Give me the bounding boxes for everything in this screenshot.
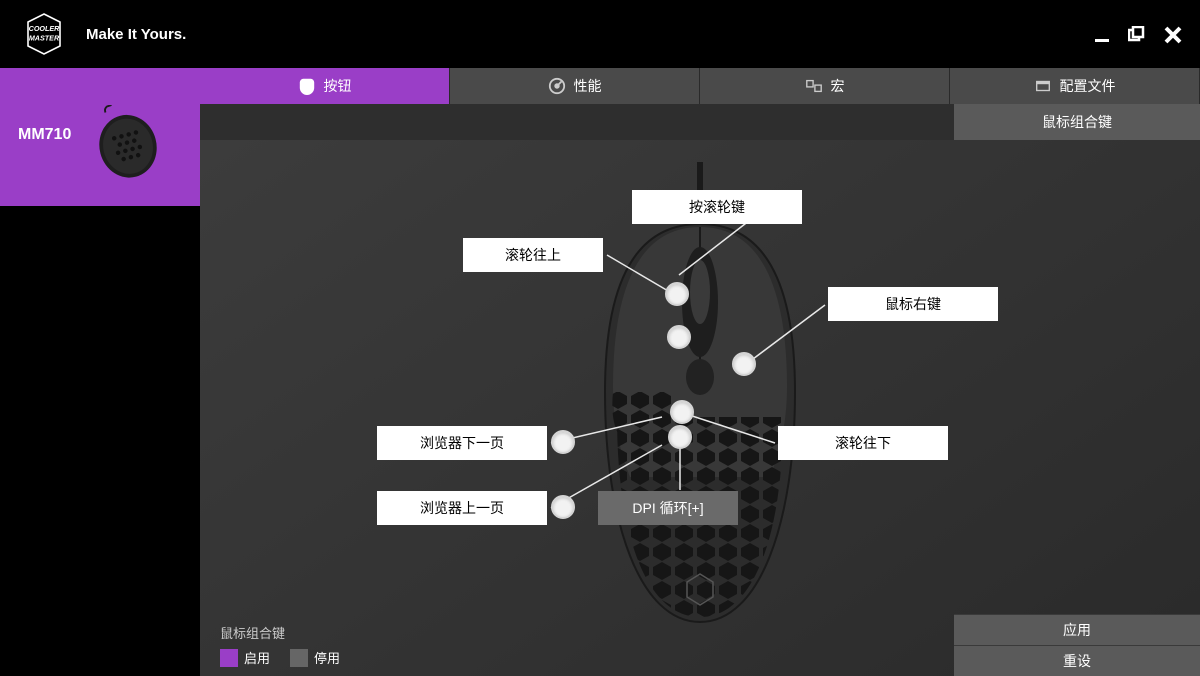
close-button[interactable]	[1164, 26, 1182, 50]
mouse-diagram	[585, 162, 815, 632]
window-controls	[1094, 26, 1182, 50]
callout-browser-back[interactable]: 浏览器上一页	[377, 491, 547, 525]
macro-icon	[805, 77, 823, 95]
dot	[551, 430, 575, 454]
callout-scroll-up[interactable]: 滚轮往上	[463, 238, 603, 272]
callout-label: DPI 循环[+]	[632, 498, 703, 518]
gauge-icon	[548, 77, 566, 95]
sidebar: MM710	[0, 68, 200, 676]
minimize-button[interactable]	[1094, 27, 1110, 50]
callout-scroll-down[interactable]: 滚轮往下	[778, 426, 948, 460]
tabs-row: 按钮 性能 宏 配置文件	[200, 68, 1200, 104]
svg-text:MASTER: MASTER	[29, 33, 60, 42]
mouse-thumb-icon	[73, 105, 168, 180]
tab-label: 宏	[831, 76, 845, 96]
title-bar: COOLER MASTER Make It Yours.	[0, 0, 1200, 68]
tab-label: 按钮	[324, 76, 352, 96]
tab-label: 配置文件	[1060, 76, 1116, 96]
callout-label: 浏览器下一页	[420, 433, 504, 453]
svg-text:COOLER: COOLER	[29, 24, 61, 33]
opt-label: 停用	[314, 648, 340, 667]
swatch-disable	[290, 649, 308, 667]
action-buttons: 应用 重设	[954, 614, 1200, 676]
callout-label: 鼠标右键	[885, 294, 941, 314]
tab-performance[interactable]: 性能	[450, 68, 700, 104]
cooler-master-logo: COOLER MASTER	[20, 10, 68, 58]
btn-label: 应用	[1063, 620, 1091, 640]
callout-scroll-click[interactable]: 按滚轮键	[632, 190, 802, 224]
combo-disable[interactable]: 停用	[290, 648, 340, 667]
tab-profiles[interactable]: 配置文件	[950, 68, 1200, 104]
callout-browser-forward[interactable]: 浏览器下一页	[377, 426, 547, 460]
tagline: Make It Yours.	[86, 26, 186, 43]
callout-label: 浏览器上一页	[420, 498, 504, 518]
callout-label: 按滚轮键	[689, 197, 745, 217]
tab-macro[interactable]: 宏	[700, 68, 950, 104]
opt-label: 启用	[244, 648, 270, 667]
combo-enable[interactable]: 启用	[220, 648, 270, 667]
tab-buttons[interactable]: 按钮	[200, 68, 450, 104]
tab-label: 性能	[574, 76, 602, 96]
subtab-mouse-combo[interactable]: 鼠标组合键	[954, 104, 1200, 140]
apply-button[interactable]: 应用	[954, 614, 1200, 645]
callout-label: 滚轮往下	[835, 433, 891, 453]
combo-section: 鼠标组合键 启用 停用	[220, 623, 340, 667]
bottom-bar: 鼠标组合键 启用 停用 应用	[200, 614, 1200, 676]
callout-right-click[interactable]: 鼠标右键	[828, 287, 998, 321]
canvas: 滚轮往上 按滚轮键 鼠标右键 浏览器下一页 浏览器上一页 滚轮往下 DPI 循环…	[200, 140, 1200, 676]
maximize-button[interactable]	[1128, 26, 1146, 50]
callout-dpi-cycle[interactable]: DPI 循环[+]	[598, 491, 738, 525]
profile-icon	[1034, 77, 1052, 95]
device-card[interactable]: MM710	[0, 68, 200, 206]
dot	[551, 495, 575, 519]
subtab-label: 鼠标组合键	[1042, 112, 1112, 132]
swatch-enable	[220, 649, 238, 667]
reset-button[interactable]: 重设	[954, 645, 1200, 676]
mouse-icon	[298, 77, 316, 95]
device-name: MM710	[18, 126, 71, 144]
callout-label: 滚轮往上	[505, 245, 561, 265]
content-area: 按钮 性能 宏 配置文件 鼠标组合键	[200, 68, 1200, 676]
btn-label: 重设	[1063, 651, 1091, 671]
subtab-row: 鼠标组合键	[200, 104, 1200, 140]
combo-title: 鼠标组合键	[220, 623, 340, 642]
